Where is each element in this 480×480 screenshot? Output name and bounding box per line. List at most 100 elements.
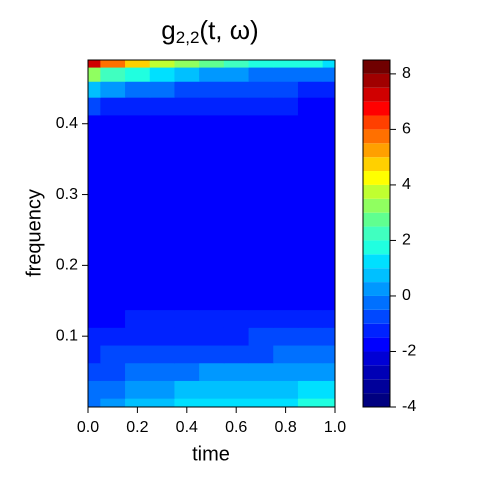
- contour-cell: [100, 362, 126, 381]
- colorbar-swatch: [363, 309, 390, 324]
- contour-cell: [322, 212, 336, 249]
- contour-cell: [199, 283, 225, 311]
- contour-cell: [223, 141, 250, 178]
- contour-cell: [149, 114, 175, 142]
- colorbar-swatch: [363, 129, 390, 144]
- contour-cell: [248, 380, 274, 399]
- contour-cell: [125, 380, 151, 399]
- contour-cell: [149, 81, 175, 98]
- contour-cell: [88, 141, 101, 178]
- contour-cell: [223, 247, 250, 284]
- contour-cell: [248, 212, 274, 249]
- contour-cell: [322, 81, 336, 98]
- contour-cell: [88, 380, 101, 399]
- contour-cell: [223, 212, 250, 249]
- contour-cell: [125, 176, 151, 213]
- x-tick-label: 0.2: [126, 419, 148, 436]
- contour-cell: [322, 97, 336, 116]
- colorbar-swatch: [363, 365, 390, 380]
- colorbar-tick-label: -2: [402, 343, 416, 360]
- contour-cell: [223, 362, 250, 381]
- colorbar-swatch: [363, 379, 390, 394]
- contour-cell: [100, 398, 126, 408]
- contour-cell: [174, 309, 200, 328]
- colorbar-swatch: [363, 282, 390, 296]
- contour-cell: [88, 345, 101, 364]
- contour-cell: [248, 362, 274, 381]
- contour-cell: [125, 247, 151, 284]
- contour-cell: [297, 345, 324, 364]
- contour-cell: [88, 247, 101, 284]
- contour-cell: [297, 398, 324, 408]
- colorbar-tick-label: 2: [402, 232, 411, 249]
- contour-cell: [125, 327, 151, 346]
- contour-cell: [223, 176, 250, 213]
- colorbar-swatch: [363, 212, 390, 227]
- contour-cell: [88, 60, 101, 68]
- x-tick-label: 0.4: [176, 419, 198, 436]
- contour-cell: [199, 247, 225, 284]
- contour-cell: [223, 283, 250, 311]
- contour-cell: [223, 114, 250, 142]
- contour-cell: [174, 380, 200, 399]
- colorbar-swatch: [363, 295, 390, 310]
- contour-cell: [248, 398, 274, 408]
- contour-cell: [149, 67, 175, 82]
- colorbar-swatch: [363, 198, 390, 213]
- colorbar-swatch: [363, 393, 390, 407]
- contour-cell: [223, 380, 250, 399]
- contour-field: [88, 60, 336, 408]
- contour-cell: [223, 60, 250, 68]
- contour-cell: [100, 212, 126, 249]
- contour-cell: [322, 345, 336, 364]
- contour-cell: [149, 327, 175, 346]
- contour-cell: [174, 67, 200, 82]
- contour-cell: [125, 81, 151, 98]
- colorbar-frame: [362, 59, 391, 408]
- contour-cell: [248, 176, 274, 213]
- contour-cell: [248, 309, 274, 328]
- contour-cell: [273, 114, 299, 142]
- axes: 0.0 0.2 0.4 0.6 0.8 1.0 0.1 0.2 0.3 0.4 -4 -2 0 2 4 6 8: [56, 59, 416, 436]
- contour-cell: [199, 60, 225, 68]
- contour-cell: [100, 81, 126, 98]
- contour-cell: [199, 141, 225, 178]
- contour-cell: [174, 247, 200, 284]
- contour-cell: [100, 247, 126, 284]
- contour-cell: [88, 327, 101, 346]
- contour-cell: [223, 398, 250, 408]
- contour-cell: [322, 247, 336, 284]
- contour-cell: [100, 67, 126, 82]
- contour-cell: [125, 212, 151, 249]
- contour-cell: [223, 309, 250, 328]
- contour-cell: [174, 345, 200, 364]
- contour-cell: [88, 67, 101, 82]
- x-tick-label: 1.0: [324, 419, 346, 436]
- contour-cell: [273, 309, 299, 328]
- contour-cell: [223, 81, 250, 98]
- contour-cell: [297, 67, 324, 82]
- contour-cell: [273, 327, 299, 346]
- contour-cell: [297, 212, 324, 249]
- contour-cell: [322, 398, 336, 408]
- contour-cell: [149, 97, 175, 116]
- contour-cell: [174, 141, 200, 178]
- colorbar-swatch: [363, 268, 390, 283]
- contour-cell: [248, 327, 274, 346]
- contour-cell: [174, 60, 200, 68]
- contour-cell: [125, 309, 151, 328]
- colorbar-swatch: [363, 143, 390, 158]
- contour-cell: [199, 97, 225, 116]
- colorbar-swatch: [363, 101, 390, 116]
- title-rest: (t, ω): [199, 15, 258, 45]
- contour-cell: [273, 141, 299, 178]
- contour-cell: [248, 141, 274, 178]
- contour-cell: [297, 327, 324, 346]
- contour-cell: [199, 81, 225, 98]
- contour-cell: [273, 283, 299, 311]
- contour-cell: [248, 247, 274, 284]
- colorbar-swatch: [363, 351, 390, 366]
- contour-cell: [100, 345, 126, 364]
- contour-cell: [149, 247, 175, 284]
- contour-cell: [273, 176, 299, 213]
